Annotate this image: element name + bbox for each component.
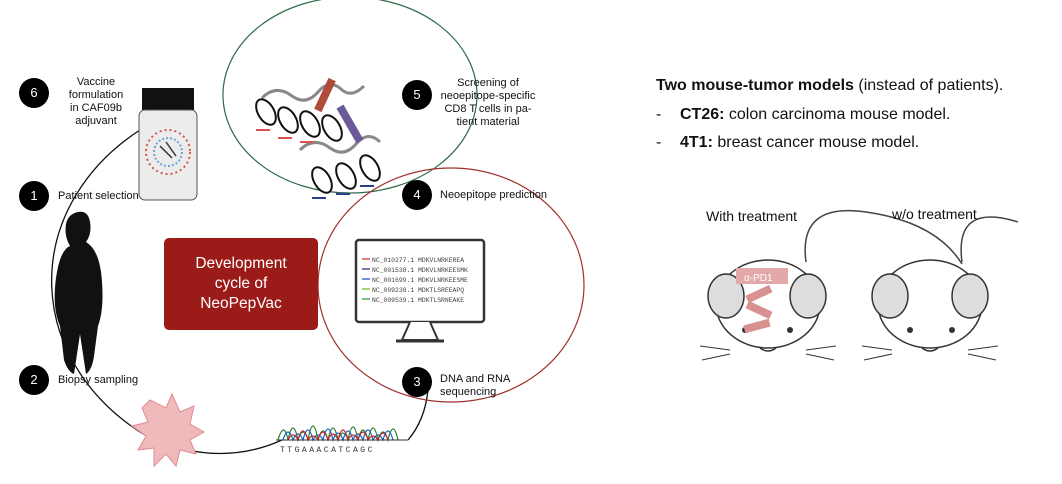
center-line-2: cycle of [214, 275, 268, 292]
tumor-cell-icon [130, 392, 206, 468]
treated-mouse-icon: α-PD1 [699, 209, 963, 361]
prediction-monitor-icon: NC_010277.1 MDKVLNRKEREA NC_001538.1 MDKV… [354, 238, 486, 343]
cycle-arc [50, 129, 151, 439]
step-3-label: DNA and RNA sequencing [440, 373, 511, 398]
patient-silhouette-icon [54, 211, 103, 374]
untreated-mouse-icon [861, 216, 1019, 361]
step-2-label: Biopsy sampling [58, 374, 139, 386]
vaccine-vial-icon [138, 88, 198, 201]
step-5-badge: 5 [402, 80, 432, 110]
step-6-label: Vaccine formulation in CAF09b adjuvant [68, 76, 124, 127]
step-2-badge: 2 [19, 365, 49, 395]
bullet-4t1: -4T1: breast cancer mouse model. [656, 134, 920, 151]
step-6-badge: 6 [19, 78, 49, 108]
monitor-row-text: NC_010277.1 MDKVLNRKEREA [372, 257, 464, 264]
cycle-arc [407, 389, 429, 441]
step-4-badge: 4 [402, 180, 432, 210]
monitor-row-text: NC_009238.1 MDKTLSREEAPQ [372, 287, 464, 294]
step-1-badge: 1 [19, 181, 49, 211]
center-line-1: Development [195, 255, 287, 272]
antibody-label: α-PD1 [744, 273, 773, 284]
without-treatment-caption: w/o treatment [892, 206, 977, 222]
models-title: Two mouse-tumor models (instead of patie… [656, 77, 1004, 94]
step-1-label: Patient selection [58, 190, 139, 202]
step-3-badge: 3 [402, 367, 432, 397]
step-4-label: Neoepitope prediction [440, 189, 548, 201]
bullet-ct26: - CT26: colon carcinoma mouse model. [656, 106, 951, 123]
sequencing-chromatogram-icon: TTGAAACATCAGC [276, 425, 408, 455]
development-cycle-box: Development cycle of NeoPepVac [164, 238, 318, 330]
monitor-row-text: NC_001699.1 MDKVLNRKEESME [372, 277, 468, 284]
with-treatment-caption: With treatment [706, 208, 798, 224]
sequence-text: TTGAAACATCAGC [280, 446, 375, 455]
monitor-row-text: NC_001538.1 MDKVLNRKEESMK [372, 267, 468, 274]
step-5-label: Screening of neoepitope-specific CD8 T ce… [440, 77, 536, 128]
prediction-highlight-ellipse [317, 167, 585, 403]
monitor-row-text: NC_009539.1 MDKTLSRNEAKE [372, 297, 464, 304]
center-line-3: NeoPepVac [200, 295, 282, 312]
tcell-screening-icon [255, 77, 382, 199]
